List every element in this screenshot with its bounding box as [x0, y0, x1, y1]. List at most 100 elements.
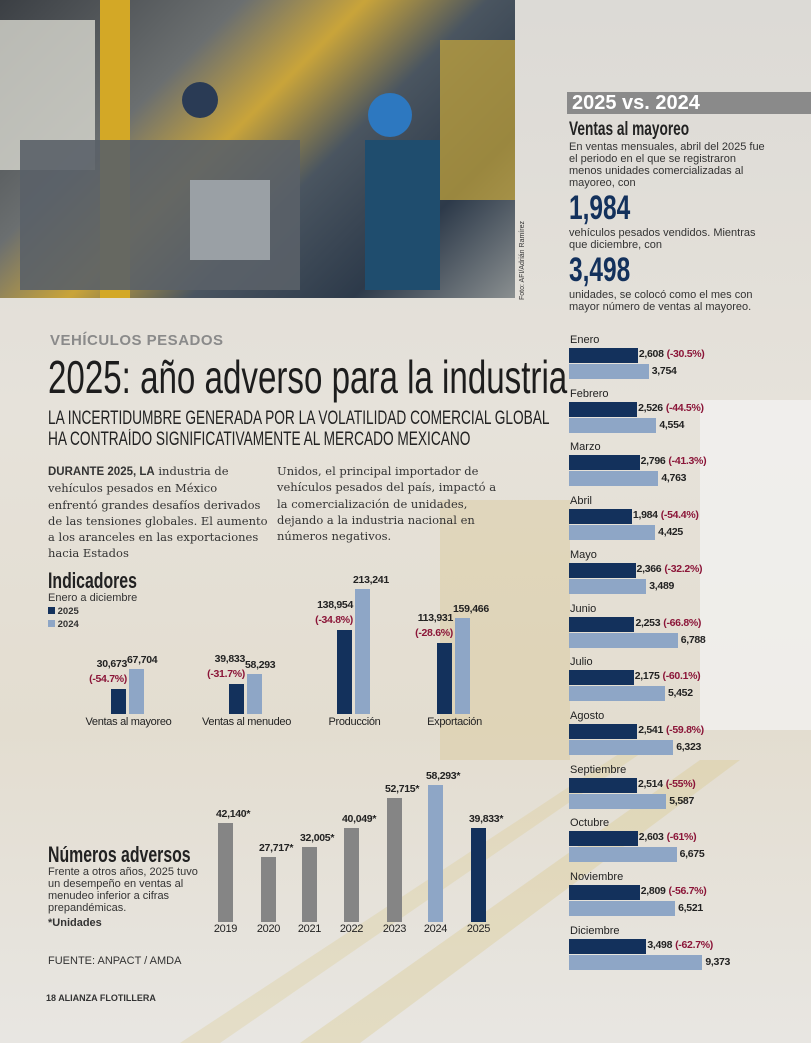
year-label: 2021: [297, 923, 322, 935]
change-label: (-55%): [665, 777, 696, 790]
change-label: (-30.5%): [666, 348, 705, 360]
bar-2024: [569, 471, 659, 487]
change-label: (-60.1%): [662, 670, 701, 683]
bar-2024: [569, 525, 656, 541]
value-2024: 4,763: [661, 472, 687, 485]
value-2025: 2,526 (-44.5%): [638, 402, 704, 414]
month-label: Enero: [570, 334, 600, 346]
value-label: 2,514: [637, 777, 663, 790]
bar-2024: [355, 588, 370, 714]
sidebar-title: Ventas al mayoreo: [569, 119, 690, 140]
value-2025: 3,498 (-62.7%): [647, 939, 713, 951]
value-label: 2,809: [640, 885, 666, 897]
units-note: *Unidades: [48, 917, 102, 929]
month-label: Junio: [570, 602, 597, 615]
page-footer: 18 ALIANZA FLOTILLERA: [46, 993, 156, 1003]
month-label: Mayo: [570, 548, 597, 561]
value-label: 3,498: [647, 938, 673, 951]
value-2024: 4,425: [658, 526, 683, 539]
value-2024: 9,373: [705, 955, 731, 968]
change-2025: (-28.6%): [415, 627, 453, 640]
bar-2025: [569, 831, 638, 847]
change-label: (-59.8%): [665, 723, 704, 736]
value-label: 2,175: [634, 670, 660, 683]
comparison-banner: 2025 vs. 2024: [567, 92, 811, 114]
bar-2025: [569, 885, 640, 900]
value-label: 1,984: [632, 509, 658, 522]
year-value: 32,005*: [300, 831, 335, 844]
value-2025: 1,984 (-54.4%): [633, 509, 699, 521]
month-label: Julio: [570, 656, 593, 669]
bar-2025: [569, 562, 636, 578]
value-2025: 2,175 (-60.1%): [635, 670, 701, 682]
value-2025: 138,954: [317, 598, 353, 611]
bar-2025: [569, 777, 637, 793]
year-value: 42,140*: [216, 807, 251, 820]
adverse-header: Números adversos Frente a otros años, 20…: [48, 842, 208, 929]
headline: 2025: año adverso para la industria: [48, 350, 769, 404]
bar-2024: [569, 793, 667, 809]
highlight-number: 3,498: [569, 251, 631, 289]
month-label: Febrero: [570, 387, 609, 400]
year-bar: [344, 827, 359, 922]
value-2025: 39,833: [214, 653, 246, 666]
bar-2025: [229, 684, 244, 714]
value-2025: 2,796 (-41.3%): [641, 455, 707, 467]
change-label: (-62.7%): [675, 938, 713, 951]
change-label: (-56.7%): [668, 885, 707, 897]
body-column-1: DURANTE 2025, LA industria de vehículos …: [48, 463, 270, 562]
year-bar: [302, 846, 317, 922]
value-2024: 6,675: [679, 848, 705, 861]
change-label: (-54.4%): [660, 509, 699, 522]
change-2025: (-31.7%): [207, 668, 245, 681]
value-2024: 213,241: [353, 573, 389, 586]
year-label: 2022: [339, 923, 364, 935]
value-2024: 6,788: [680, 633, 706, 646]
month-label: Abril: [570, 495, 593, 508]
change-label: (-61%): [666, 831, 697, 844]
year-bar: [387, 798, 402, 922]
bar-2024: [129, 668, 144, 714]
factory-photo: [0, 0, 515, 298]
bar-2025: [569, 670, 634, 686]
value-label: 2,608: [638, 348, 664, 360]
change-2025: (-54.7%): [89, 673, 127, 686]
month-label: Diciembre: [570, 924, 620, 937]
lead-in: DURANTE 2025, LA: [48, 466, 155, 478]
bar-2024: [247, 673, 262, 714]
value-2025: 2,366 (-32.2%): [637, 563, 703, 575]
bar-2024: [569, 954, 703, 970]
year-value: 27,717*: [259, 841, 294, 854]
sidebar-paragraph: unidades, se colocó como el mes con mayo…: [569, 289, 753, 313]
legend-2025: 2025: [48, 606, 171, 617]
adverse-title: Números adversos: [48, 842, 191, 867]
page-number: 18: [46, 993, 57, 1003]
change-label: (-44.5%): [665, 401, 704, 414]
bar-2025: [569, 509, 632, 525]
value-label: 2,541: [638, 723, 663, 736]
bar-2025: [569, 348, 638, 363]
indicators-title: Indicadores: [48, 568, 137, 593]
source: FUENTE: ANPACT / AMDA: [48, 955, 182, 967]
bar-2024: [569, 686, 665, 702]
value-2025: 2,809 (-56.7%): [641, 885, 707, 897]
legend-swatch: [48, 620, 55, 627]
bar-2025: [569, 723, 638, 739]
year-bar: [261, 856, 276, 922]
value-2025: 2,514 (-55%): [638, 778, 696, 790]
year-label: 2019: [213, 923, 238, 935]
value-2024: 3,754: [651, 365, 677, 377]
year-value: 52,715*: [385, 783, 420, 796]
bar-2024: [569, 901, 676, 916]
sidebar-text: Ventas al mayoreo En ventas mensuales, a…: [569, 119, 769, 313]
category-label: Ventas al mayoreo: [85, 716, 172, 728]
bar-2025: [111, 689, 126, 714]
value-2025: 2,541 (-59.8%): [638, 724, 704, 736]
value-2025: 2,608 (-30.5%): [639, 348, 705, 360]
value-2024: 5,452: [667, 687, 693, 700]
bar-2025: [337, 629, 352, 714]
bar-2025: [569, 616, 635, 632]
bar-2024: [455, 618, 470, 714]
value-2024: 67,704: [127, 653, 158, 666]
bar-2025: [437, 643, 452, 714]
